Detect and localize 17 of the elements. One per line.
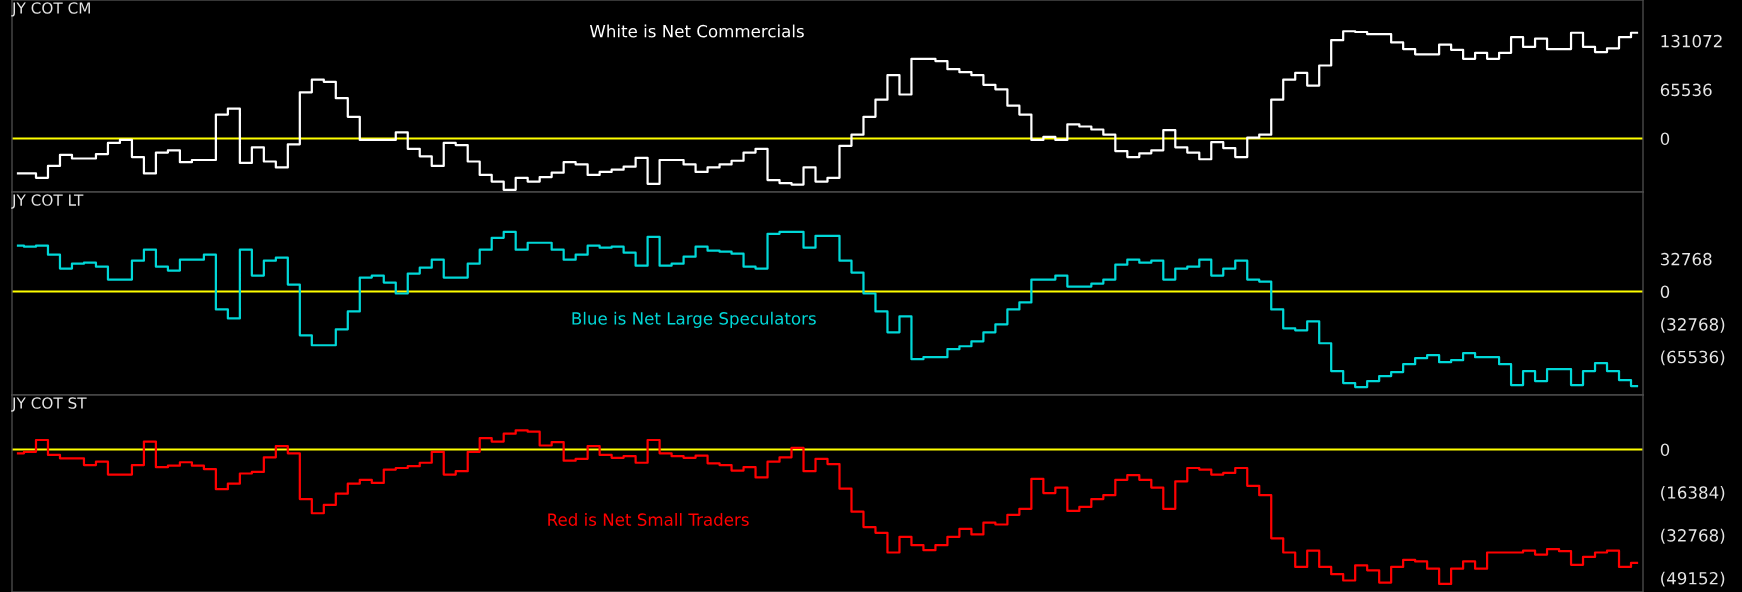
y-tick-label: (32768)	[1661, 528, 1725, 544]
annotation: Red is Net Small Traders	[548, 513, 749, 526]
chart-title: JY COT ST	[11, 397, 87, 412]
annotation: Blue is Net Large Speculators	[572, 311, 816, 328]
y-tick-label: (16384)	[1661, 485, 1725, 501]
y-tick-label: 32768	[1660, 252, 1712, 266]
y-tick-label: 0	[1660, 443, 1670, 456]
y-tick-label: (65536)	[1661, 350, 1725, 366]
y-tick-label: 131072	[1661, 34, 1722, 48]
y-tick-label: (49152)	[1661, 571, 1725, 587]
y-tick-label: 0	[1660, 285, 1670, 299]
annotation: White is Net Commercials	[589, 24, 804, 38]
y-tick-label: (32768)	[1661, 317, 1725, 333]
y-tick-label: 0	[1660, 132, 1670, 145]
y-tick-label: 65536	[1660, 83, 1712, 97]
chart-title: JY COT LT	[11, 194, 84, 209]
chart-title: JY COT CM	[11, 2, 90, 17]
